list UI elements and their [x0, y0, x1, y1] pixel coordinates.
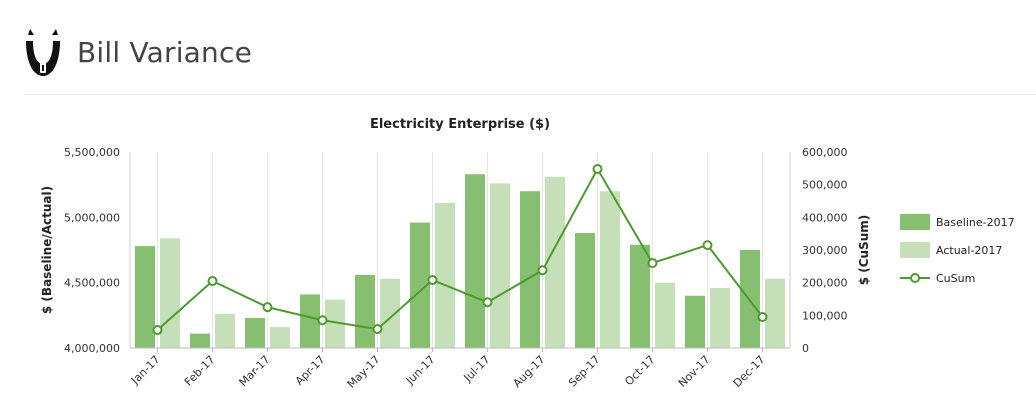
y-left-tick-label: 5,000,000	[64, 211, 120, 224]
bar-baseline-2017-may-17	[355, 274, 375, 348]
x-tick-label: Feb-17	[182, 353, 218, 389]
x-tick-label: Aug-17	[511, 353, 548, 390]
legend-label: CuSum	[936, 272, 975, 285]
cusum-line	[156, 166, 764, 331]
cusum-point-dec-17	[757, 311, 768, 322]
bar-actual-2017-aug-17	[545, 176, 565, 348]
bar-actual-2017-jan-17	[160, 238, 180, 348]
cusum-point-feb-17	[207, 276, 218, 287]
legend-swatch-baseline-2017	[900, 214, 930, 230]
cusum-point-jul-17	[482, 297, 493, 308]
bar-baseline-2017-mar-17	[245, 317, 265, 348]
bar-actual-2017-nov-17	[710, 287, 730, 348]
x-tick-label: May-17	[345, 353, 383, 391]
cusum-point-oct-17	[647, 258, 658, 269]
cusum-point-sep-17	[592, 163, 603, 174]
cusum-point-jun-17	[427, 275, 438, 286]
bar-baseline-2017-feb-17	[190, 333, 210, 348]
cusum-point-jan-17	[152, 325, 163, 336]
bar-actual-2017-jul-17	[490, 183, 510, 348]
x-tick-label: Jul-17	[461, 353, 493, 385]
bar-actual-2017-jun-17	[435, 202, 455, 348]
bar-actual-2017-mar-17	[270, 327, 290, 348]
bar-actual-2017-sep-17	[600, 191, 620, 348]
bar-baseline-2017-aug-17	[520, 191, 540, 348]
bar-baseline-2017-sep-17	[575, 233, 595, 348]
y-right-tick-label: 500,000	[802, 179, 848, 192]
legend-swatch-actual-2017	[900, 242, 930, 258]
cusum-point-apr-17	[317, 315, 328, 326]
y-right-axis-title: $ (CuSum)	[857, 215, 871, 286]
y-right-tick-label: 200,000	[802, 277, 848, 290]
cusum-point-mar-17	[262, 302, 273, 313]
cusum-point-aug-17	[537, 265, 548, 276]
header-divider	[24, 94, 1036, 95]
bar-baseline-2017-jan-17	[135, 246, 155, 348]
bar-baseline-2017-jul-17	[465, 174, 485, 348]
y-left-tick-label: 5,500,000	[64, 146, 120, 159]
bull-head-logo-icon	[26, 29, 60, 76]
bar-actual-2017-oct-17	[655, 282, 675, 348]
y-left-axis-title: $ (Baseline/Actual)	[40, 186, 54, 314]
bar-baseline-2017-oct-17	[630, 244, 650, 348]
bar-actual-2017-apr-17	[325, 299, 345, 348]
x-tick-label: Oct-17	[622, 353, 657, 388]
bar-baseline-2017-nov-17	[685, 295, 705, 348]
y-right-tick-label: 0	[802, 342, 809, 355]
y-right-tick-label: 300,000	[802, 244, 848, 257]
page-header: Bill Variance	[22, 26, 252, 78]
x-tick-label: Jun-17	[403, 353, 438, 388]
bar-actual-2017-feb-17	[215, 314, 235, 348]
x-tick-label: Dec-17	[731, 353, 768, 390]
x-tick-label: Sep-17	[566, 353, 603, 390]
y-right-tick-label: 100,000	[802, 309, 848, 322]
bill-variance-chart: Electricity Enterprise ($) 4,000,000 4,50…	[40, 117, 1015, 391]
x-tick-label: Nov-17	[676, 353, 713, 390]
y-left-tick-label: 4,000,000	[64, 342, 120, 355]
y-right-tick-label: 600,000	[802, 146, 848, 159]
x-tick-label: Mar-17	[237, 353, 273, 389]
legend-swatch-cusum-marker	[910, 273, 920, 283]
cusum-point-may-17	[372, 324, 383, 335]
legend-label: Actual-2017	[936, 244, 1002, 257]
bar-actual-2017-may-17	[380, 278, 400, 348]
legend-label: Baseline-2017	[936, 216, 1015, 229]
x-tick-label: Jan-17	[128, 353, 163, 388]
y-left-tick-label: 4,500,000	[64, 277, 120, 290]
bar-actual-2017-dec-17	[765, 278, 785, 348]
bar-baseline-2017-apr-17	[300, 294, 320, 348]
y-right-tick-label: 400,000	[802, 211, 848, 224]
x-tick-label: Apr-17	[293, 353, 328, 388]
page-title: Bill Variance	[77, 35, 253, 69]
cusum-point-nov-17	[702, 240, 713, 251]
bar-baseline-2017-jun-17	[410, 222, 430, 348]
chart-title: Electricity Enterprise ($)	[370, 117, 550, 132]
